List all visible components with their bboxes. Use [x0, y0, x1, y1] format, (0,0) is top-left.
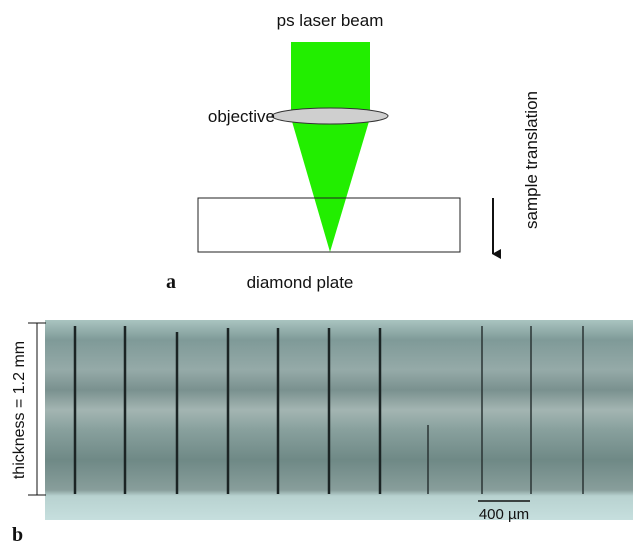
- translation-label: sample translation: [522, 91, 541, 229]
- thickness-dimension: [28, 323, 46, 495]
- scale-label: 400 µm: [479, 506, 529, 523]
- figure: ps laser beam objective sample translati…: [0, 0, 633, 545]
- laser-beam: [291, 42, 370, 118]
- panel-letter: b: [12, 524, 23, 545]
- thickness-label: thickness = 1.2 mm: [11, 341, 28, 479]
- page: ps laser beam objective sample translati…: [0, 0, 633, 545]
- objective-label: objective: [208, 107, 275, 126]
- micrograph: [45, 320, 633, 520]
- objective-lens: [272, 108, 388, 124]
- plate-label: diamond plate: [247, 273, 354, 292]
- beam-label: ps laser beam: [277, 11, 384, 30]
- focused-beam: [291, 118, 370, 252]
- panel-letter: a: [166, 271, 176, 293]
